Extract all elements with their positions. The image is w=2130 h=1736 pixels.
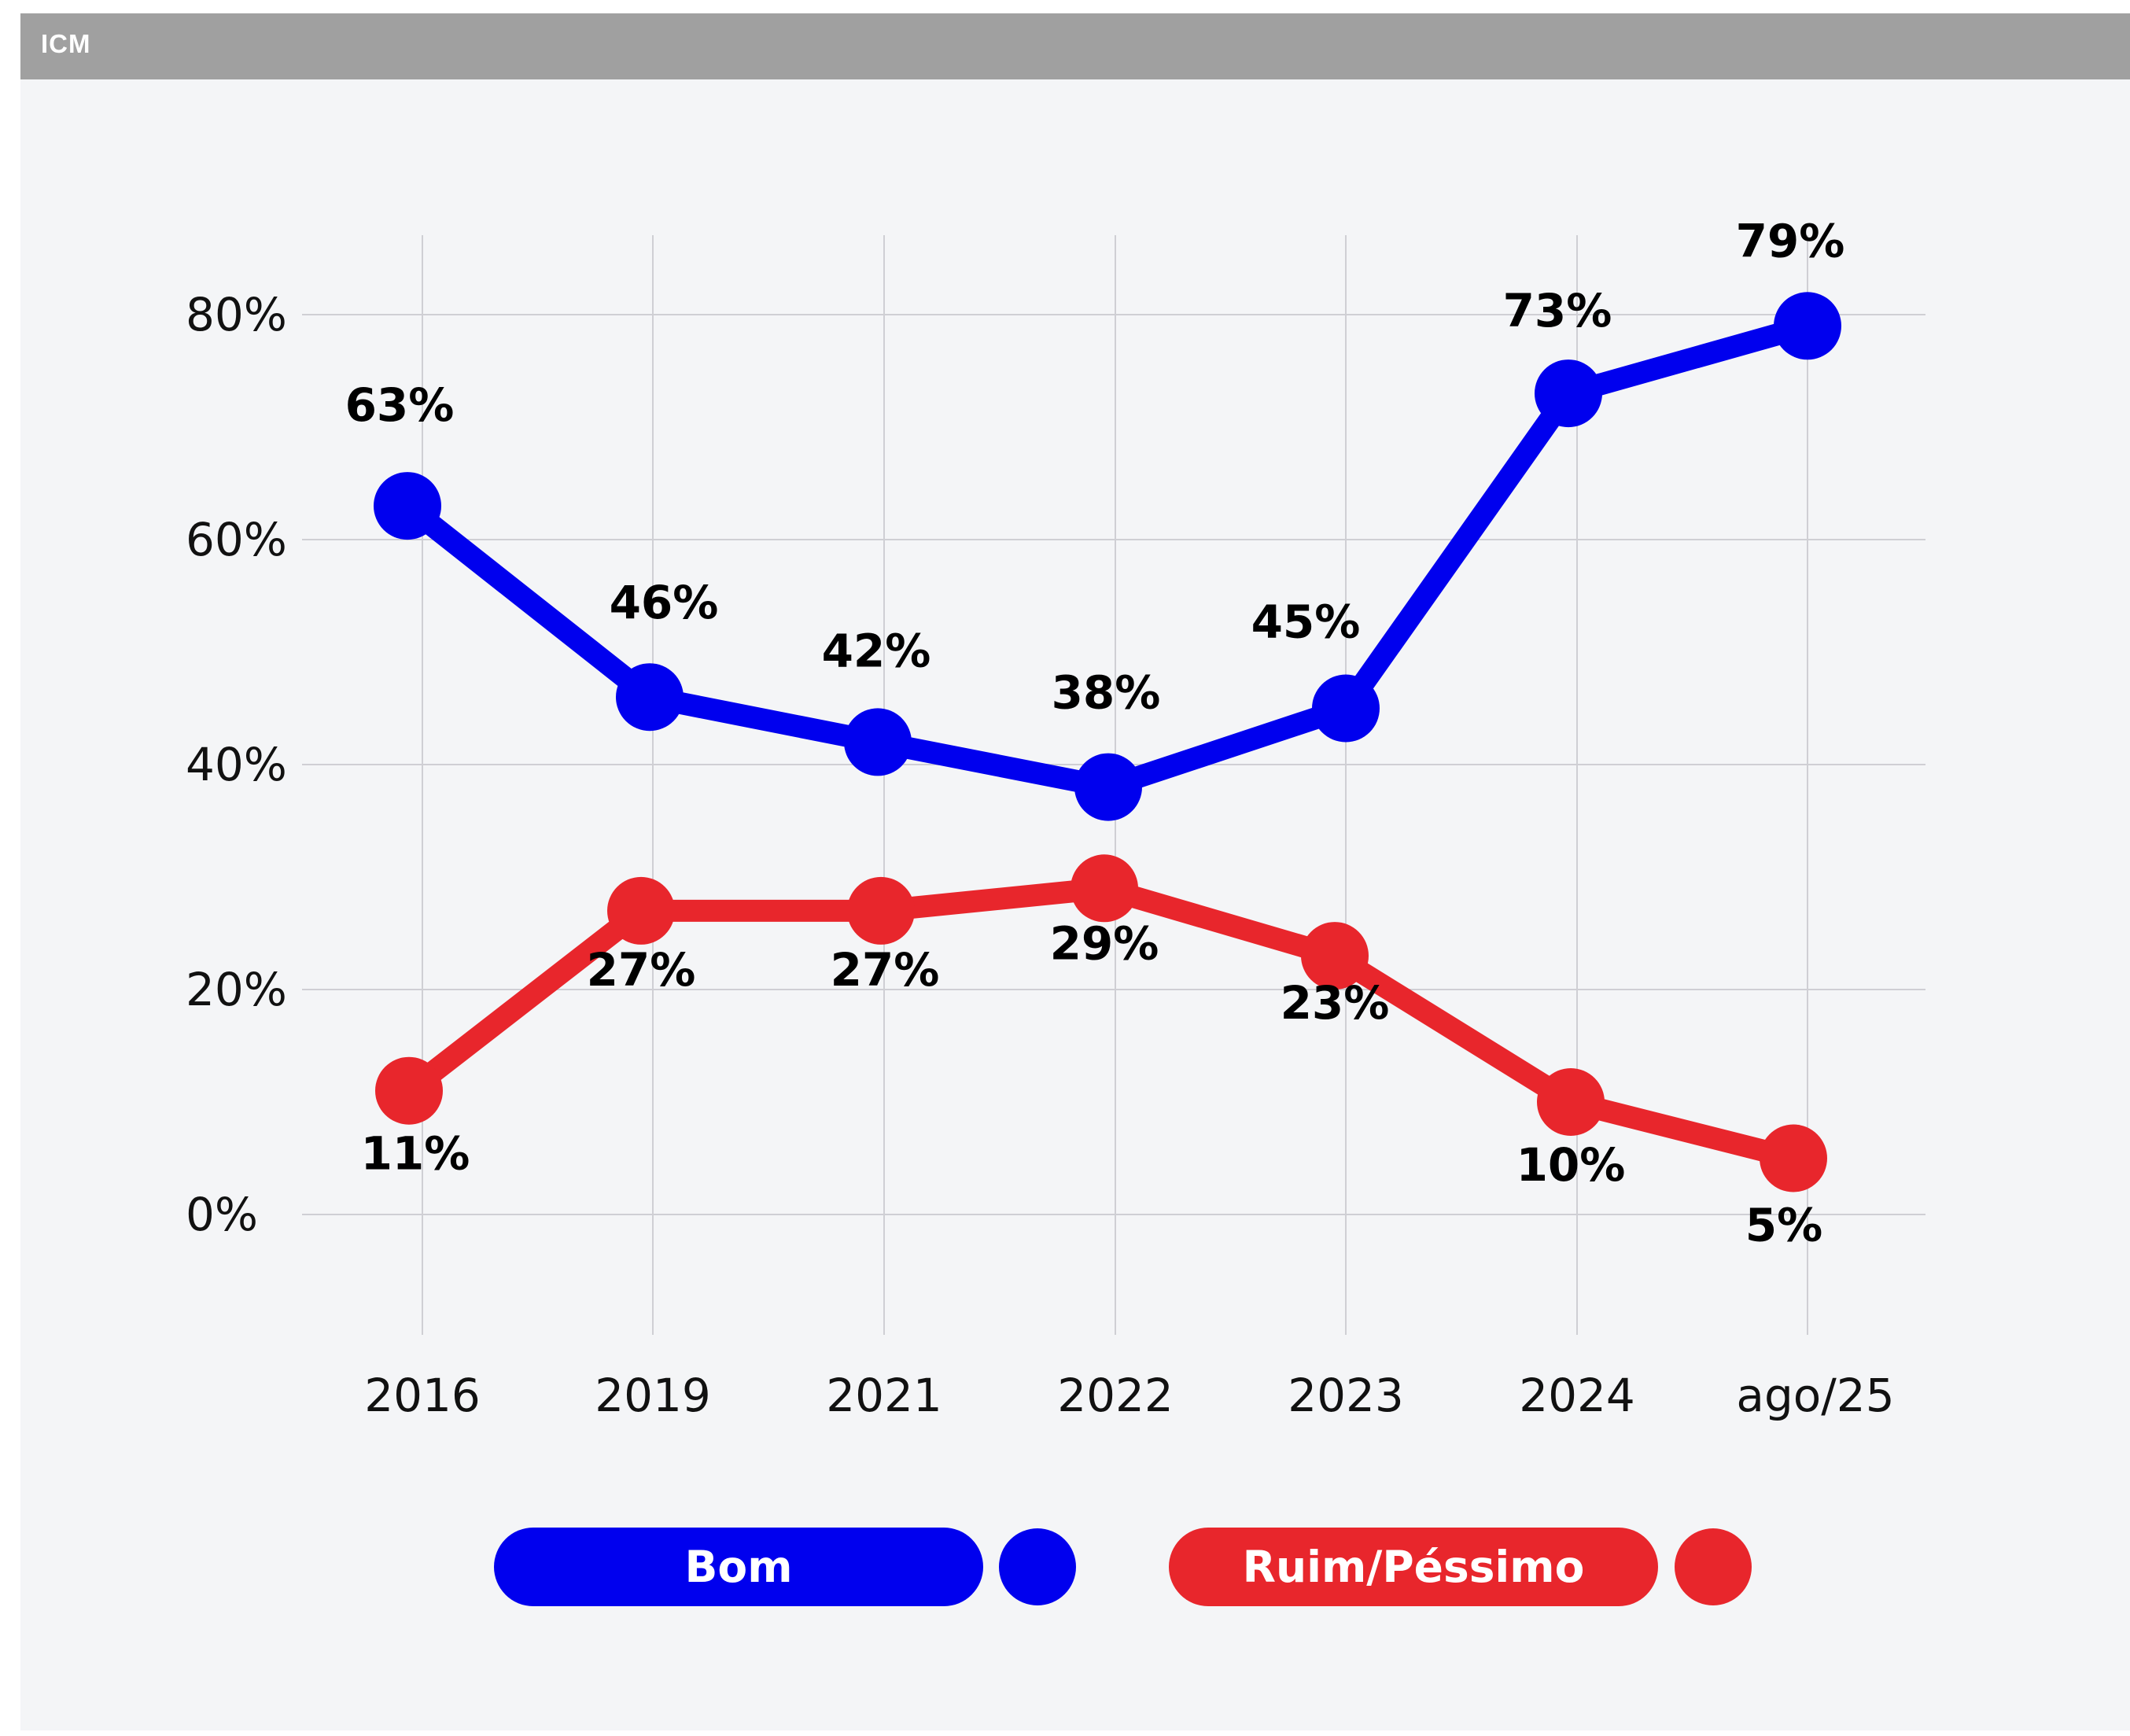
y-tick-label: 40% <box>186 738 287 791</box>
legend-bom-pill: Bom <box>494 1528 983 1606</box>
data-label-bom: 46% <box>610 576 719 629</box>
data-label-bom: 63% <box>345 378 455 432</box>
legend-ruim-pill: Ruim/Péssimo <box>1169 1528 1658 1606</box>
line-chart: 0% 20% 40% 60% 80% 2016 2019 2021 2022 2023 2024 ag… <box>186 214 1925 1422</box>
x-tick-label: 2023 <box>1288 1369 1404 1422</box>
data-point-bom <box>616 663 684 732</box>
x-tick-label: 2019 <box>595 1369 711 1422</box>
data-point-bom <box>844 708 912 776</box>
data-label-ruim: 23% <box>1281 976 1390 1030</box>
x-tick-label: 2022 <box>1057 1369 1174 1422</box>
legend-ruim-dot <box>1675 1528 1752 1605</box>
header-title: ICM <box>41 29 91 58</box>
x-tick-label: ago/25 <box>1736 1369 1894 1422</box>
data-label-ruim: 10% <box>1516 1138 1626 1192</box>
x-tick-label: 2021 <box>826 1369 942 1422</box>
data-point-bom <box>1535 359 1602 428</box>
data-label-ruim: 11% <box>361 1127 470 1181</box>
x-tick-label: 2024 <box>1519 1369 1635 1422</box>
legend-bom-dot <box>999 1528 1076 1605</box>
y-tick-label: 20% <box>186 963 287 1016</box>
data-point-ruim <box>1301 922 1369 990</box>
data-point-ruim <box>607 876 675 945</box>
data-point-ruim <box>1760 1124 1827 1192</box>
data-point-ruim <box>375 1056 443 1125</box>
data-point-bom <box>1312 674 1380 743</box>
data-label-bom: 42% <box>822 624 931 677</box>
data-point-bom <box>1074 753 1142 821</box>
legend-ruim-label: Ruim/Péssimo <box>1242 1542 1585 1592</box>
y-tick-label: 0% <box>186 1188 258 1241</box>
data-label-ruim: 27% <box>831 943 940 997</box>
data-label-bom: 73% <box>1503 284 1612 337</box>
header-bar: ICM <box>20 13 2130 79</box>
data-point-ruim <box>1537 1068 1605 1136</box>
data-point-bom <box>1774 292 1841 360</box>
data-label-ruim: 29% <box>1050 916 1159 970</box>
data-point-ruim <box>847 876 915 945</box>
data-label-ruim: 5% <box>1745 1199 1822 1252</box>
chart-card: ICM 0% 20% 40% 60% 80% 2016 2019 2021 2022 2023 20… <box>20 13 2130 1730</box>
data-point-bom <box>374 472 441 540</box>
data-label-bom: 38% <box>1052 666 1161 720</box>
y-tick-label: 80% <box>186 288 287 341</box>
data-label-bom: 45% <box>1251 595 1361 649</box>
data-label-bom: 79% <box>1736 214 1845 267</box>
data-label-ruim: 27% <box>587 943 696 997</box>
data-point-ruim <box>1071 854 1138 923</box>
x-tick-label: 2016 <box>364 1369 481 1422</box>
legend-bom-label: Bom <box>684 1542 793 1592</box>
y-tick-label: 60% <box>186 513 287 566</box>
